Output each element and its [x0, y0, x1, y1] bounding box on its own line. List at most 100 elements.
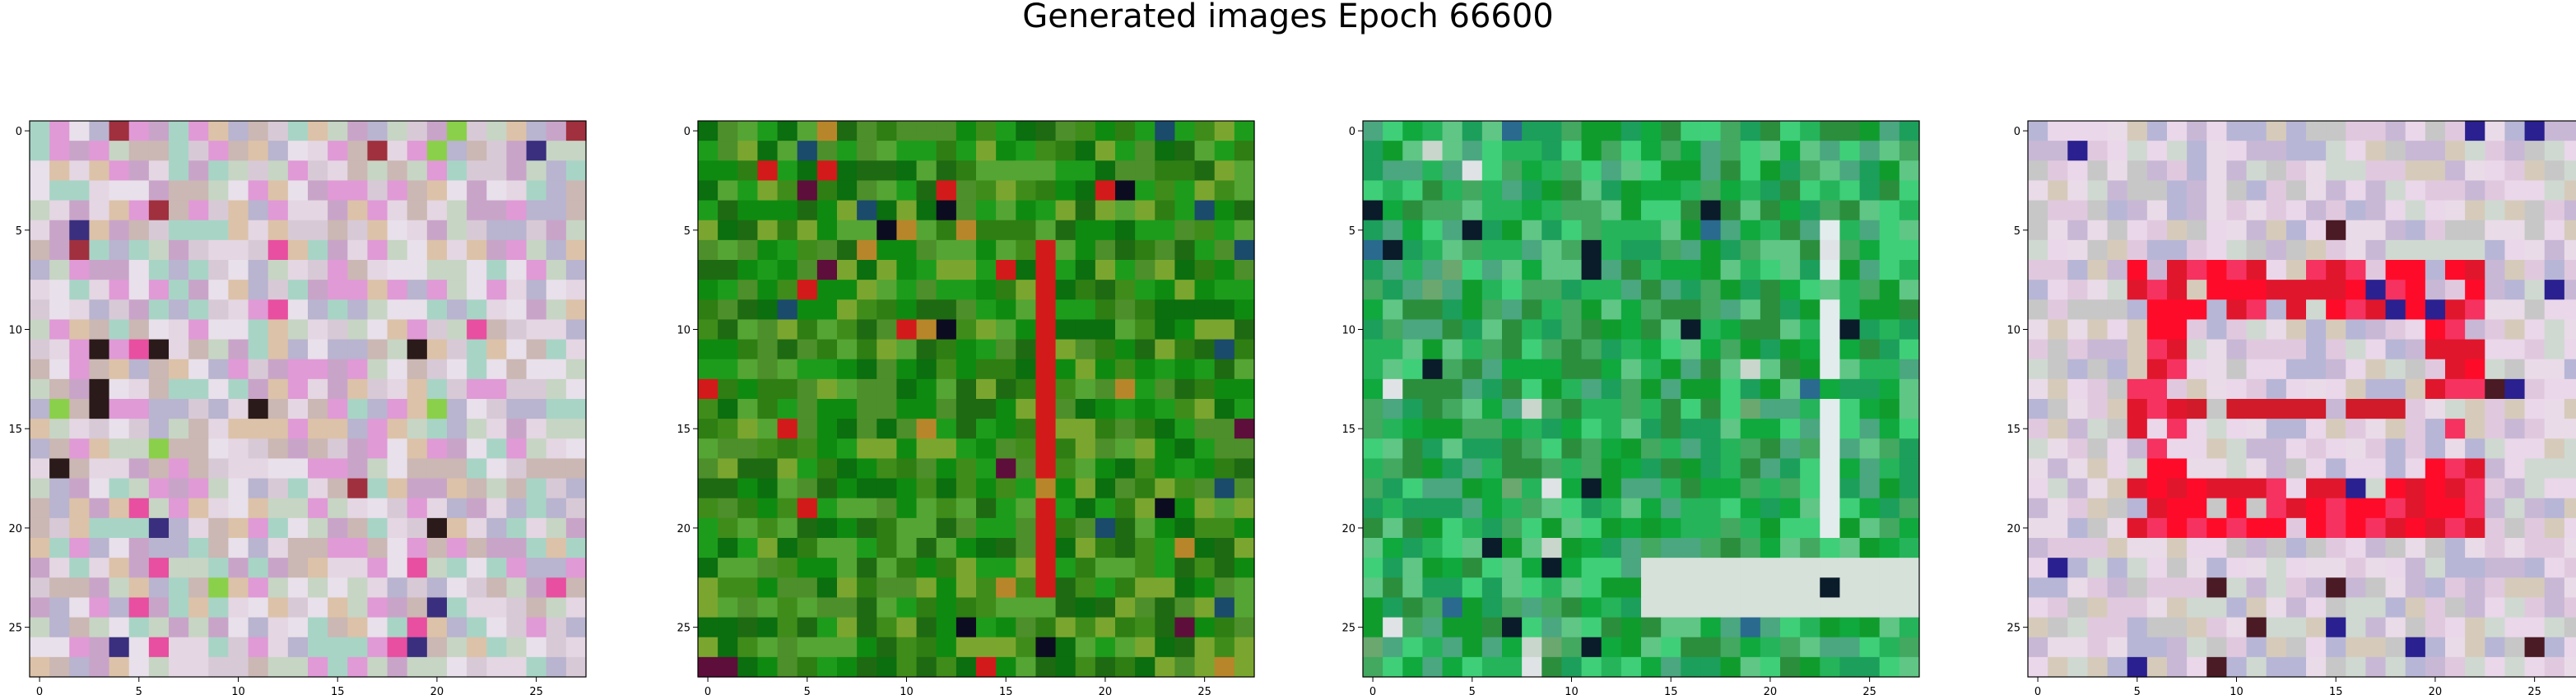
pixel-cell — [308, 141, 328, 161]
pixel-cell — [208, 517, 230, 539]
pixel-cell — [2544, 517, 2565, 539]
pixel-cell — [1820, 160, 1841, 182]
pixel-cell — [1194, 656, 1216, 678]
pixel-cell — [2028, 419, 2048, 439]
pixel-cell — [1363, 597, 1383, 619]
pixel-cell — [1402, 339, 1424, 360]
pixel-cell — [2385, 339, 2406, 360]
pixel-cell — [1522, 220, 1542, 241]
pixel-cell — [2524, 617, 2546, 638]
pixel-cell — [2425, 359, 2446, 380]
pixel-cell — [1214, 299, 1235, 321]
pixel-cell — [1839, 319, 1861, 341]
pixel-cell — [2266, 378, 2287, 400]
pixel-cell — [2087, 160, 2109, 182]
pixel-cell — [1402, 239, 1424, 261]
pixel-cell — [1820, 478, 1841, 499]
pixel-cell — [1760, 517, 1781, 539]
pixel-cell — [1800, 419, 1820, 439]
pixel-cell — [777, 299, 798, 321]
pixel-cell — [2405, 141, 2426, 161]
pixel-cell — [387, 239, 408, 261]
pixel-cell — [506, 378, 528, 400]
pixel-cell — [1115, 656, 1136, 678]
pixel-cell — [2365, 419, 2387, 439]
pixel-cell — [2087, 538, 2109, 558]
pixel-cell — [2246, 220, 2267, 241]
pixel-cell — [1234, 517, 1255, 539]
pixel-cell — [2504, 141, 2526, 161]
pixel-cell — [1601, 160, 1622, 182]
pixel-cell — [996, 577, 1016, 599]
pixel-cell — [837, 478, 858, 499]
pixel-cell — [1581, 200, 1602, 221]
pixel-cell — [2524, 200, 2546, 221]
pixel-cell — [1422, 558, 1444, 578]
pixel-cell — [1402, 498, 1424, 519]
pixel-cell — [1422, 438, 1444, 460]
pixel-cell — [2206, 299, 2228, 321]
pixel-cell — [916, 656, 937, 678]
pixel-cell — [2425, 339, 2446, 360]
pixel-cell — [2445, 538, 2466, 558]
pixel-cell — [2524, 517, 2546, 539]
pixel-cell — [2425, 280, 2446, 300]
pixel-cell — [1561, 399, 1583, 419]
pixel-cell — [387, 200, 408, 221]
pixel-cell — [1075, 399, 1096, 419]
pixel-cell — [407, 121, 428, 141]
pixel-cell — [1541, 558, 1563, 578]
pixel-cell — [976, 121, 997, 141]
pixel-cell — [2028, 378, 2048, 400]
pixel-cell — [1402, 399, 1424, 419]
pixel-cell — [109, 319, 130, 341]
pixel-cell — [1522, 359, 1542, 380]
pixel-cell — [857, 359, 877, 380]
pixel-cell — [1115, 419, 1136, 439]
pixel-cell — [876, 299, 898, 321]
pixel-cell — [1839, 656, 1861, 678]
pixel-cell — [916, 419, 937, 439]
pixel-cell — [109, 597, 130, 619]
pixel-cell — [857, 160, 877, 182]
pixel-cell — [1174, 378, 1196, 400]
pixel-cell — [2445, 458, 2466, 480]
pixel-cell — [1720, 200, 1741, 221]
pixel-cell — [1601, 339, 1622, 360]
pixel-cell — [2048, 378, 2068, 400]
pixel-cell — [2425, 220, 2446, 241]
pixel-cell — [1075, 260, 1096, 280]
pixel-cell — [1681, 558, 1702, 578]
pixel-cell — [1601, 498, 1622, 519]
pixel-cell — [1620, 498, 1642, 519]
pixel-cell — [1135, 339, 1155, 360]
pixel-cell — [308, 378, 328, 400]
pixel-cell — [1016, 617, 1037, 638]
pixel-cell — [2445, 359, 2466, 380]
pixel-cell — [208, 319, 230, 341]
pixel-cell — [248, 517, 269, 539]
pixel-cell — [1541, 121, 1563, 141]
pixel-cell — [328, 399, 348, 419]
pixel-cell — [128, 339, 150, 360]
pixel-cell — [1780, 339, 1801, 360]
pixel-cell — [2365, 299, 2387, 321]
pixel-cell — [2146, 538, 2168, 558]
pixel-cell — [1641, 419, 1662, 439]
pixel-cell — [1502, 617, 1523, 638]
pixel-cell — [1055, 558, 1076, 578]
pixel-cell — [1820, 538, 1841, 558]
pixel-cell — [2544, 399, 2565, 419]
pixel-cell — [2048, 637, 2068, 658]
x-tick-label: 5 — [136, 686, 142, 695]
pixel-cell — [2187, 220, 2207, 241]
pixel-cell — [2425, 517, 2446, 539]
pixel-cell — [1820, 438, 1841, 460]
pixel-cell — [1740, 299, 1761, 321]
pixel-cell — [1502, 656, 1523, 678]
pixel-cell — [1681, 141, 1702, 161]
pixel-cell — [876, 141, 898, 161]
pixel-cell — [757, 458, 779, 480]
pixel-cell — [1740, 339, 1761, 360]
pixel-cell — [565, 319, 587, 341]
